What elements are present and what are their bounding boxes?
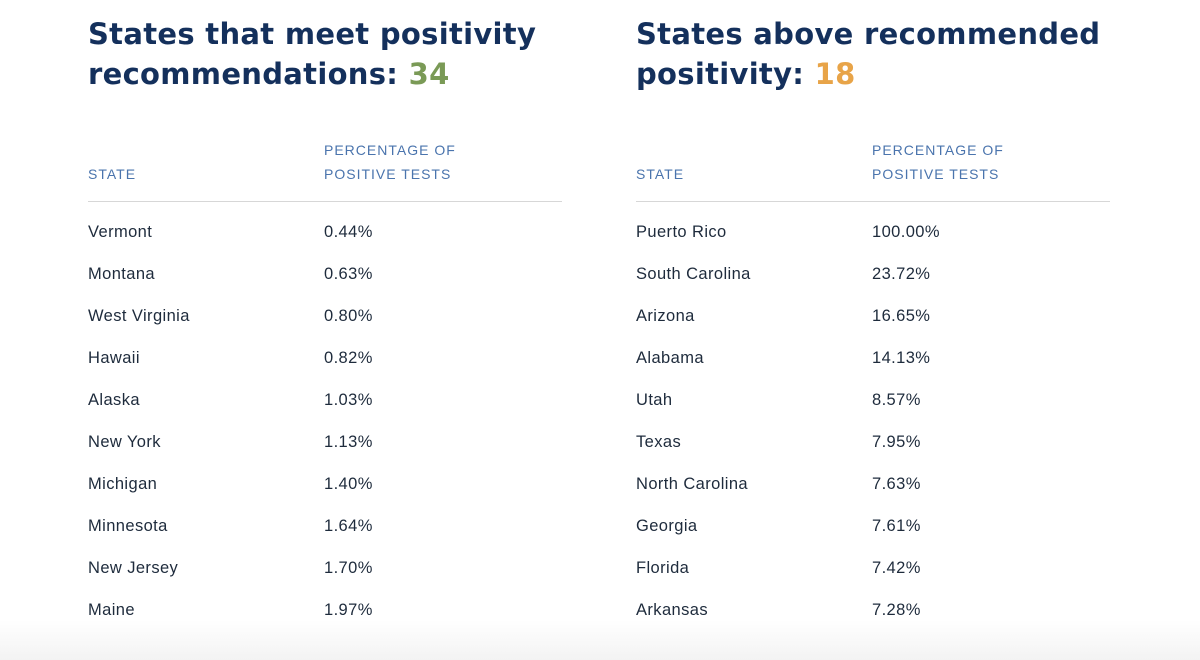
state-cell: New Jersey [88, 559, 179, 577]
table-row: New York 1.13% [88, 423, 562, 465]
state-cell: Arizona [636, 307, 695, 325]
table-row: Alaska 1.03% [88, 381, 562, 423]
table-row: South Carolina 23.72% [636, 255, 1110, 297]
state-cell: South Carolina [636, 265, 751, 283]
percentage-cell: 8.57% [872, 391, 921, 409]
state-cell: New York [88, 433, 161, 451]
state-cell: Alaska [88, 391, 140, 409]
percentage-cell: 7.42% [872, 559, 921, 577]
above-recommended-panel: States above recommended positivity: 18 … [636, 14, 1110, 619]
above-table-header: STATE PERCENTAGE OF POSITIVE TESTS [636, 140, 1110, 202]
column-header-state: STATE [636, 166, 685, 182]
table-row: Michigan 1.40% [88, 465, 562, 507]
column-header-percentage-line1: PERCENTAGE OF [872, 142, 1004, 158]
table-row: Utah 8.57% [636, 381, 1110, 423]
state-cell: Florida [636, 559, 690, 577]
state-cell: Alabama [636, 349, 704, 367]
percentage-cell: 1.40% [324, 475, 373, 493]
column-header-state: STATE [88, 166, 137, 182]
column-header-percentage-line2: POSITIVE TESTS [872, 166, 1000, 182]
above-recommended-count: 18 [814, 57, 856, 91]
above-table-body: Puerto Rico 100.00% South Carolina 23.72% … [636, 213, 1110, 633]
state-cell: North Carolina [636, 475, 748, 493]
state-cell: Maine [88, 601, 135, 619]
percentage-cell: 0.82% [324, 349, 373, 367]
percentage-cell: 7.63% [872, 475, 921, 493]
table-row: North Carolina 7.63% [636, 465, 1110, 507]
percentage-cell: 23.72% [872, 265, 931, 283]
percentage-cell: 0.63% [324, 265, 373, 283]
table-row: Georgia 7.61% [636, 507, 1110, 549]
percentage-cell: 14.13% [872, 349, 931, 367]
column-header-percentage: PERCENTAGE OF POSITIVE TESTS [324, 138, 524, 186]
table-row: Florida 7.42% [636, 549, 1110, 591]
table-row: Arkansas 7.28% [636, 591, 1110, 633]
state-cell: Texas [636, 433, 682, 451]
state-cell: Utah [636, 391, 673, 409]
table-row: Minnesota 1.64% [88, 507, 562, 549]
state-cell: Georgia [636, 517, 698, 535]
table-row: Alabama 14.13% [636, 339, 1110, 381]
above-recommended-title: States above recommended positivity: 18 [636, 14, 1110, 94]
state-cell: Hawaii [88, 349, 140, 367]
table-row: Texas 7.95% [636, 423, 1110, 465]
bottom-fade [0, 620, 1200, 660]
meets-table-body: Vermont 0.44% Montana 0.63% West Virginia 0… [88, 213, 562, 633]
percentage-cell: 1.03% [324, 391, 373, 409]
meets-recommendations-panel: States that meet positivity recommendati… [88, 14, 562, 619]
meets-recommendations-count: 34 [408, 57, 450, 91]
above-recommended-title-text: States above recommended positivity: [636, 17, 1101, 91]
meets-recommendations-title: States that meet positivity recommendati… [88, 14, 562, 94]
table-row: New Jersey 1.70% [88, 549, 562, 591]
meets-recommendations-title-text: States that meet positivity recommendati… [88, 17, 537, 91]
table-row: Hawaii 0.82% [88, 339, 562, 381]
percentage-cell: 1.13% [324, 433, 373, 451]
percentage-cell: 16.65% [872, 307, 931, 325]
percentage-cell: 1.97% [324, 601, 373, 619]
meets-table-header: STATE PERCENTAGE OF POSITIVE TESTS [88, 140, 562, 202]
table-row: Maine 1.97% [88, 591, 562, 633]
percentage-cell: 0.80% [324, 307, 373, 325]
percentage-cell: 1.64% [324, 517, 373, 535]
state-cell: Michigan [88, 475, 158, 493]
percentage-cell: 100.00% [872, 223, 940, 241]
table-row: Vermont 0.44% [88, 213, 562, 255]
percentage-cell: 1.70% [324, 559, 373, 577]
column-header-percentage-line1: PERCENTAGE OF [324, 142, 456, 158]
table-row: Puerto Rico 100.00% [636, 213, 1110, 255]
state-cell: Montana [88, 265, 156, 283]
state-cell: West Virginia [88, 307, 190, 325]
state-cell: Arkansas [636, 601, 708, 619]
percentage-cell: 7.61% [872, 517, 921, 535]
table-row: Arizona 16.65% [636, 297, 1110, 339]
percentage-cell: 7.28% [872, 601, 921, 619]
state-cell: Minnesota [88, 517, 168, 535]
table-row: West Virginia 0.80% [88, 297, 562, 339]
table-row: Montana 0.63% [88, 255, 562, 297]
state-cell: Vermont [88, 223, 153, 241]
column-header-percentage-line2: POSITIVE TESTS [324, 166, 452, 182]
column-header-percentage: PERCENTAGE OF POSITIVE TESTS [872, 138, 1072, 186]
percentage-cell: 7.95% [872, 433, 921, 451]
percentage-cell: 0.44% [324, 223, 373, 241]
state-cell: Puerto Rico [636, 223, 727, 241]
